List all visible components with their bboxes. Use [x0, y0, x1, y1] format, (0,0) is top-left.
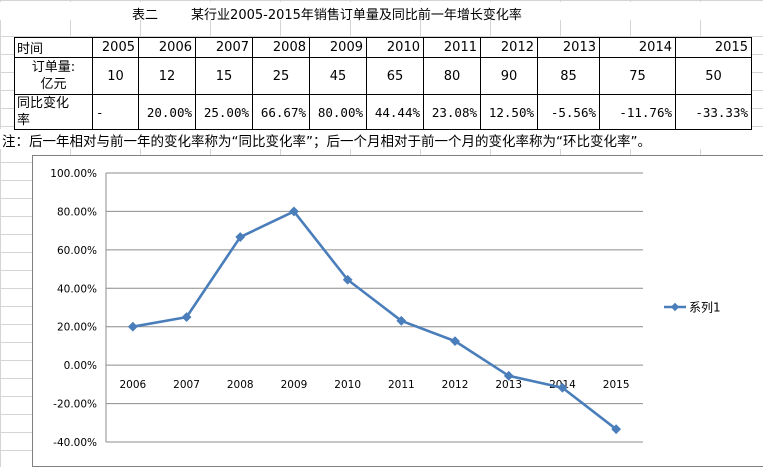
cell-rate[interactable]: -5.56% — [537, 94, 600, 130]
y-tick-label: -20.00% — [53, 399, 97, 411]
cell-rate[interactable]: 12.50% — [480, 94, 538, 130]
x-tick-label: 2009 — [281, 379, 308, 391]
orders-table: 时间 2005 2006 2007 2008 2009 2010 2011 20… — [14, 37, 752, 130]
table-row-years: 时间 2005 2006 2007 2008 2009 2010 2011 20… — [14, 37, 752, 58]
x-tick-label: 2013 — [495, 379, 522, 391]
x-tick-label: 2008 — [227, 379, 254, 391]
cell-orders[interactable]: 75 — [599, 57, 676, 95]
cell-rate[interactable]: -11.76% — [599, 94, 676, 130]
y-tick-label: 20.00% — [57, 322, 97, 334]
cell-year[interactable]: 2005 — [92, 37, 139, 58]
cell-year[interactable]: 2014 — [599, 37, 676, 58]
chart-canvas: 100.00% 80.00% 60.00% 40.00% 20.00% 0.00% -20.… — [50, 168, 721, 449]
footnote: 注：后一年相对与前一年的变化率称为“同比变化率”；后一个月相对于前一个月的变化率… — [2, 134, 651, 150]
data-point — [235, 232, 246, 242]
data-point — [557, 382, 568, 393]
cell-year[interactable]: 2007 — [195, 37, 253, 58]
x-tick-label: 2007 — [173, 379, 200, 391]
line-chart[interactable]: 100.00% 80.00% 60.00% 40.00% 20.00% 0.00% -20.… — [32, 155, 763, 467]
data-point — [503, 370, 514, 381]
data-point — [396, 315, 407, 326]
cell-rate[interactable]: 20.00% — [138, 94, 196, 130]
x-tick-label: 2006 — [119, 379, 146, 391]
y-tick-label: 60.00% — [57, 245, 97, 257]
cell-orders[interactable]: 65 — [366, 57, 424, 95]
cell-rate[interactable]: 80.00% — [309, 94, 367, 130]
cell-time-label[interactable]: 时间 — [14, 37, 93, 58]
cell-orders[interactable]: 25 — [252, 57, 310, 95]
rate-label-line2: 率 — [17, 113, 31, 128]
x-tick-label: 2012 — [442, 379, 469, 391]
cell-orders[interactable]: 45 — [309, 57, 367, 95]
sheet-title-row: 表二 某行业2005-2015年销售订单量及同比前一年增长变化率 — [0, 2, 763, 23]
cell-rate[interactable]: 66.67% — [252, 94, 310, 130]
legend-label: 系列1 — [689, 301, 721, 315]
table-row-orders: 订单量: 亿元 10 12 15 25 45 65 80 90 85 75 50 — [14, 57, 752, 95]
y-tick-label: -40.00% — [53, 437, 97, 449]
y-tick-label: 0.00% — [64, 360, 97, 372]
cell-year[interactable]: 2012 — [480, 37, 538, 58]
table-title: 表二 某行业2005-2015年销售订单量及同比前一年增长变化率 — [132, 8, 522, 23]
y-tick-label: 100.00% — [50, 168, 97, 180]
x-tick-label: 2015 — [603, 379, 630, 391]
cell-orders[interactable]: 10 — [92, 57, 139, 95]
cell-rate[interactable]: -33.33% — [675, 94, 752, 130]
data-point — [342, 274, 353, 285]
cell-year[interactable]: 2011 — [423, 37, 481, 58]
cell-orders[interactable]: 85 — [537, 57, 600, 95]
cell-rate[interactable]: - — [92, 94, 139, 130]
y-tick-label: 40.00% — [57, 283, 97, 295]
cell-year[interactable]: 2010 — [366, 37, 424, 58]
cell-rate-label[interactable]: 同比变化 率 — [14, 94, 93, 130]
cell-orders[interactable]: 15 — [195, 57, 253, 95]
cell-rate[interactable]: 23.08% — [423, 94, 481, 130]
cell-orders[interactable]: 50 — [675, 57, 752, 95]
orders-label-line2: 亿元 — [40, 77, 67, 92]
cell-year[interactable]: 2008 — [252, 37, 310, 58]
cell-orders[interactable]: 80 — [423, 57, 481, 95]
cell-orders[interactable]: 12 — [138, 57, 196, 95]
data-point — [181, 312, 192, 323]
cell-year[interactable]: 2013 — [537, 37, 600, 58]
cell-year[interactable]: 2015 — [675, 37, 752, 58]
series-line — [132, 210, 617, 431]
orders-label-line1: 订单量: — [31, 60, 76, 75]
x-tick-label: 2011 — [388, 379, 415, 391]
cell-year[interactable]: 2009 — [309, 37, 367, 58]
data-point — [127, 321, 138, 332]
data-point — [289, 206, 299, 217]
cell-year[interactable]: 2006 — [138, 37, 196, 58]
cell-orders-label[interactable]: 订单量: 亿元 — [14, 57, 93, 95]
table-row-rates: 同比变化 率 - 20.00% 25.00% 66.67% 80.00% 44.… — [14, 94, 752, 130]
cell-orders[interactable]: 90 — [480, 57, 538, 95]
legend-marker — [670, 302, 680, 312]
rate-label-line1: 同比变化 — [17, 96, 70, 111]
cell-rate[interactable]: 44.44% — [366, 94, 424, 130]
data-point — [611, 424, 622, 435]
data-point — [450, 336, 460, 347]
note-row: 注：后一年相对与前一年的变化率称为“同比变化率”；后一个月相对于前一个月的变化率… — [0, 129, 763, 150]
x-tick-label: 2010 — [334, 379, 361, 391]
y-tick-label: 80.00% — [57, 206, 97, 218]
cell-rate[interactable]: 25.00% — [195, 94, 253, 130]
